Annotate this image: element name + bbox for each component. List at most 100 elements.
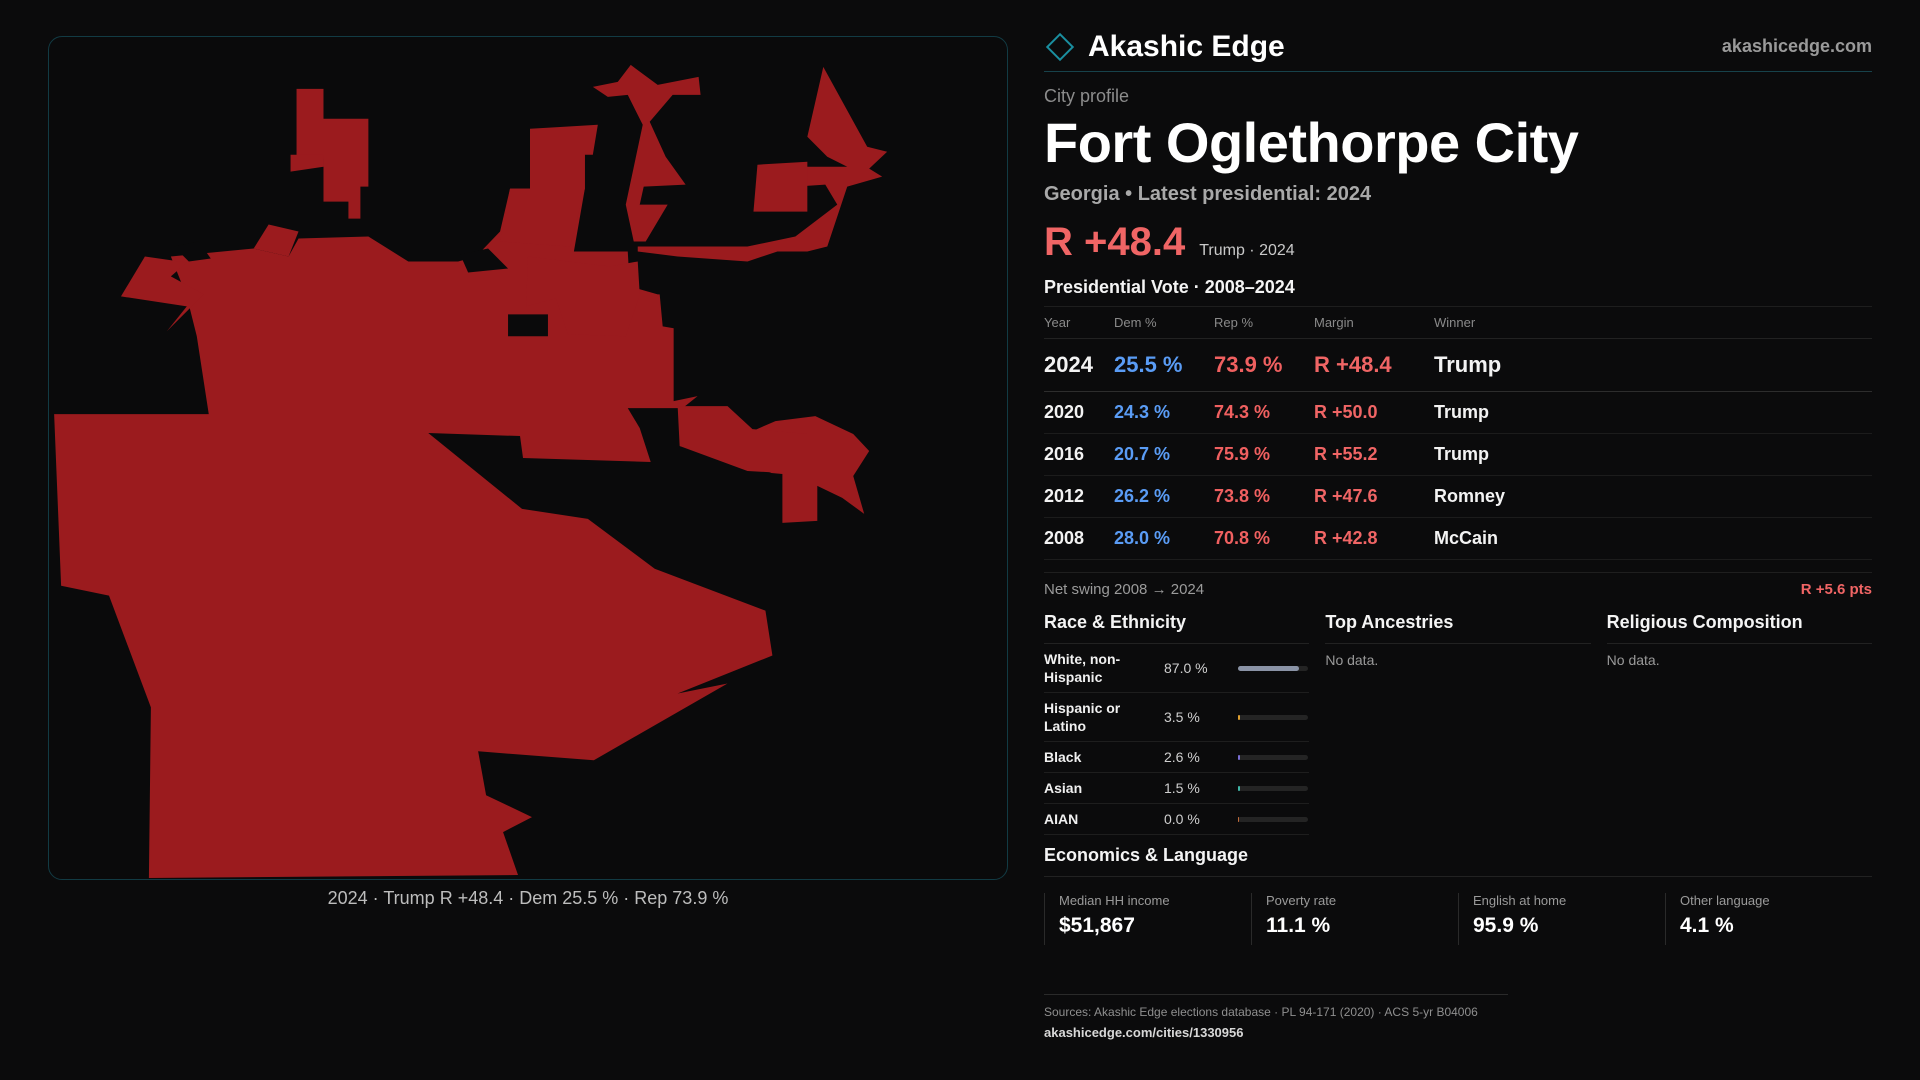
- cell-margin: R +47.6: [1314, 475, 1434, 518]
- brand-logo[interactable]: Akashic Edge: [1044, 30, 1285, 64]
- table-row: 2012 26.2 % 73.8 % R +47.6 Romney: [1044, 475, 1872, 518]
- race-bar: [1238, 754, 1308, 760]
- cell-rep: 73.8 %: [1214, 475, 1314, 518]
- cell-margin: R +55.2: [1314, 433, 1434, 476]
- cell-rep: 74.3 %: [1214, 391, 1314, 434]
- sources-text: Sources: Akashic Edge elections database…: [1044, 1005, 1478, 1019]
- city-boundary-map: [48, 36, 1008, 880]
- map-region-northwest: [120, 256, 204, 332]
- race-percent: 3.5 %: [1164, 709, 1200, 725]
- list-item: Hispanic or Latino 3.5 %: [1044, 693, 1310, 742]
- header-margin: Margin: [1314, 307, 1434, 339]
- stat-label: English at home: [1473, 893, 1567, 908]
- stat-label: Median HH income: [1059, 893, 1170, 908]
- demographics-section: Race & Ethnicity White, non-Hispanic 87.…: [1044, 612, 1872, 835]
- stat-poverty-rate: Poverty rate 11.1 %: [1251, 893, 1458, 945]
- vote-table: Year Dem % Rep % Margin Winner 2024 25.5…: [1044, 307, 1872, 560]
- race-bar-fill: [1238, 816, 1240, 822]
- map-region-southeast: [677, 406, 870, 523]
- stat-other-language: Other language 4.1 %: [1665, 893, 1872, 945]
- headline-margin: R +48.4: [1044, 220, 1186, 264]
- brand-url-link[interactable]: akashicedge.com: [1721, 36, 1872, 56]
- map-region-north-mid: [500, 124, 598, 247]
- page-subtitle: Georgia • Latest presidential: 2024: [1044, 183, 1372, 205]
- map-region-tower-step: [290, 154, 324, 172]
- stat-value: 4.1 %: [1680, 914, 1734, 937]
- map-region-main: [54, 154, 854, 879]
- profile-panel: Akashic Edge akashicedge.com City profil…: [1044, 28, 1872, 945]
- map-region-east-arm: [637, 66, 888, 262]
- map-enclave: [460, 248, 509, 273]
- race-bar: [1238, 785, 1308, 791]
- race-bar: [1238, 714, 1308, 720]
- religion-column: Religious Composition No data.: [1606, 612, 1872, 835]
- header-dem: Dem %: [1114, 307, 1214, 339]
- cell-year: 2008: [1044, 517, 1114, 560]
- sources-footer: Sources: Akashic Edge elections database…: [1044, 994, 1508, 1040]
- race-label: Hispanic or Latino: [1044, 700, 1121, 734]
- map-region-notch: [253, 224, 299, 257]
- race-label: Black: [1044, 749, 1082, 765]
- cell-year: 2012: [1044, 475, 1114, 518]
- religion-title: Religious Composition: [1606, 612, 1872, 644]
- stat-english-at-home: English at home 95.9 %: [1458, 893, 1665, 945]
- header-winner: Winner: [1434, 307, 1872, 339]
- map-caption: 2024 · Trump R +48.4 · Dem 25.5 % · Rep …: [327, 888, 729, 908]
- race-percent: 0.0 %: [1164, 811, 1200, 827]
- page-title: Fort Oglethorpe City: [1044, 111, 1579, 174]
- race-label: Asian: [1044, 780, 1083, 796]
- economics-stats: Median HH income $51,867 Poverty rate 11…: [1044, 893, 1872, 945]
- cell-margin: R +48.4: [1314, 338, 1434, 392]
- race-bar-fill: [1238, 754, 1240, 760]
- race-percent: 87.0 %: [1164, 660, 1208, 676]
- cell-winner: Trump: [1434, 391, 1872, 434]
- ancestries-empty: No data.: [1325, 652, 1379, 668]
- cell-dem: 26.2 %: [1114, 475, 1214, 518]
- cell-rep: 73.9 %: [1214, 338, 1314, 392]
- cell-dem: 25.5 %: [1114, 338, 1214, 392]
- list-item: AIAN 0.0 %: [1044, 804, 1310, 835]
- race-percent: 1.5 %: [1164, 780, 1200, 796]
- cell-dem: 24.3 %: [1114, 391, 1214, 434]
- stat-median-income: Median HH income $51,867: [1044, 893, 1251, 945]
- map-region-mid: [526, 256, 640, 337]
- cell-dem: 28.0 %: [1114, 517, 1214, 560]
- economics-title: Economics & Language: [1044, 845, 1872, 877]
- map-region-north-east: [592, 64, 701, 242]
- table-row: 2016 20.7 % 75.9 % R +55.2 Trump: [1044, 433, 1872, 476]
- list-item: White, non-Hispanic 87.0 %: [1044, 644, 1310, 693]
- page-eyebrow: City profile: [1044, 86, 1130, 106]
- list-item: Black 2.6 %: [1044, 742, 1310, 773]
- diamond-logo-icon: [1045, 32, 1075, 61]
- headline-result: R +48.4 Trump · 2024: [1044, 220, 1872, 265]
- stat-value: $51,867: [1059, 914, 1135, 937]
- cell-year: 2016: [1044, 433, 1114, 476]
- vote-table-header: Year Dem % Rep % Margin Winner: [1044, 307, 1872, 339]
- table-row: 2024 25.5 % 73.9 % R +48.4 Trump: [1044, 338, 1872, 392]
- cell-winner: Trump: [1434, 338, 1872, 392]
- race-title: Race & Ethnicity: [1044, 612, 1310, 644]
- race-label: AIAN: [1044, 811, 1079, 827]
- brand-header: Akashic Edge akashicedge.com: [1044, 28, 1872, 72]
- net-swing-row: Net swing 2008 → 2024 R +5.6 pts: [1044, 572, 1872, 598]
- cell-margin: R +50.0: [1314, 391, 1434, 434]
- race-bar: [1238, 816, 1308, 822]
- race-column: Race & Ethnicity White, non-Hispanic 87.…: [1044, 612, 1310, 835]
- map-region-tower: [296, 88, 369, 219]
- race-bar-fill: [1238, 785, 1240, 791]
- headline-winner: Trump · 2024: [1199, 242, 1295, 259]
- brand-name: Akashic Edge: [1088, 29, 1285, 63]
- table-row: 2008 28.0 % 70.8 % R +42.8 McCain: [1044, 517, 1872, 560]
- sources-url-link[interactable]: akashicedge.com/cities/1330956: [1044, 1025, 1244, 1040]
- ancestries-column: Top Ancestries No data.: [1325, 612, 1591, 835]
- race-bar-fill: [1238, 665, 1299, 671]
- map-svg: [54, 64, 888, 879]
- cell-winner: McCain: [1434, 517, 1872, 560]
- stat-label: Other language: [1680, 893, 1770, 908]
- cell-year: 2020: [1044, 391, 1114, 434]
- stat-value: 11.1 %: [1266, 914, 1331, 937]
- map-enclave: [508, 314, 548, 337]
- list-item: Asian 1.5 %: [1044, 773, 1310, 804]
- race-percent: 2.6 %: [1164, 749, 1200, 765]
- race-bar: [1238, 665, 1308, 671]
